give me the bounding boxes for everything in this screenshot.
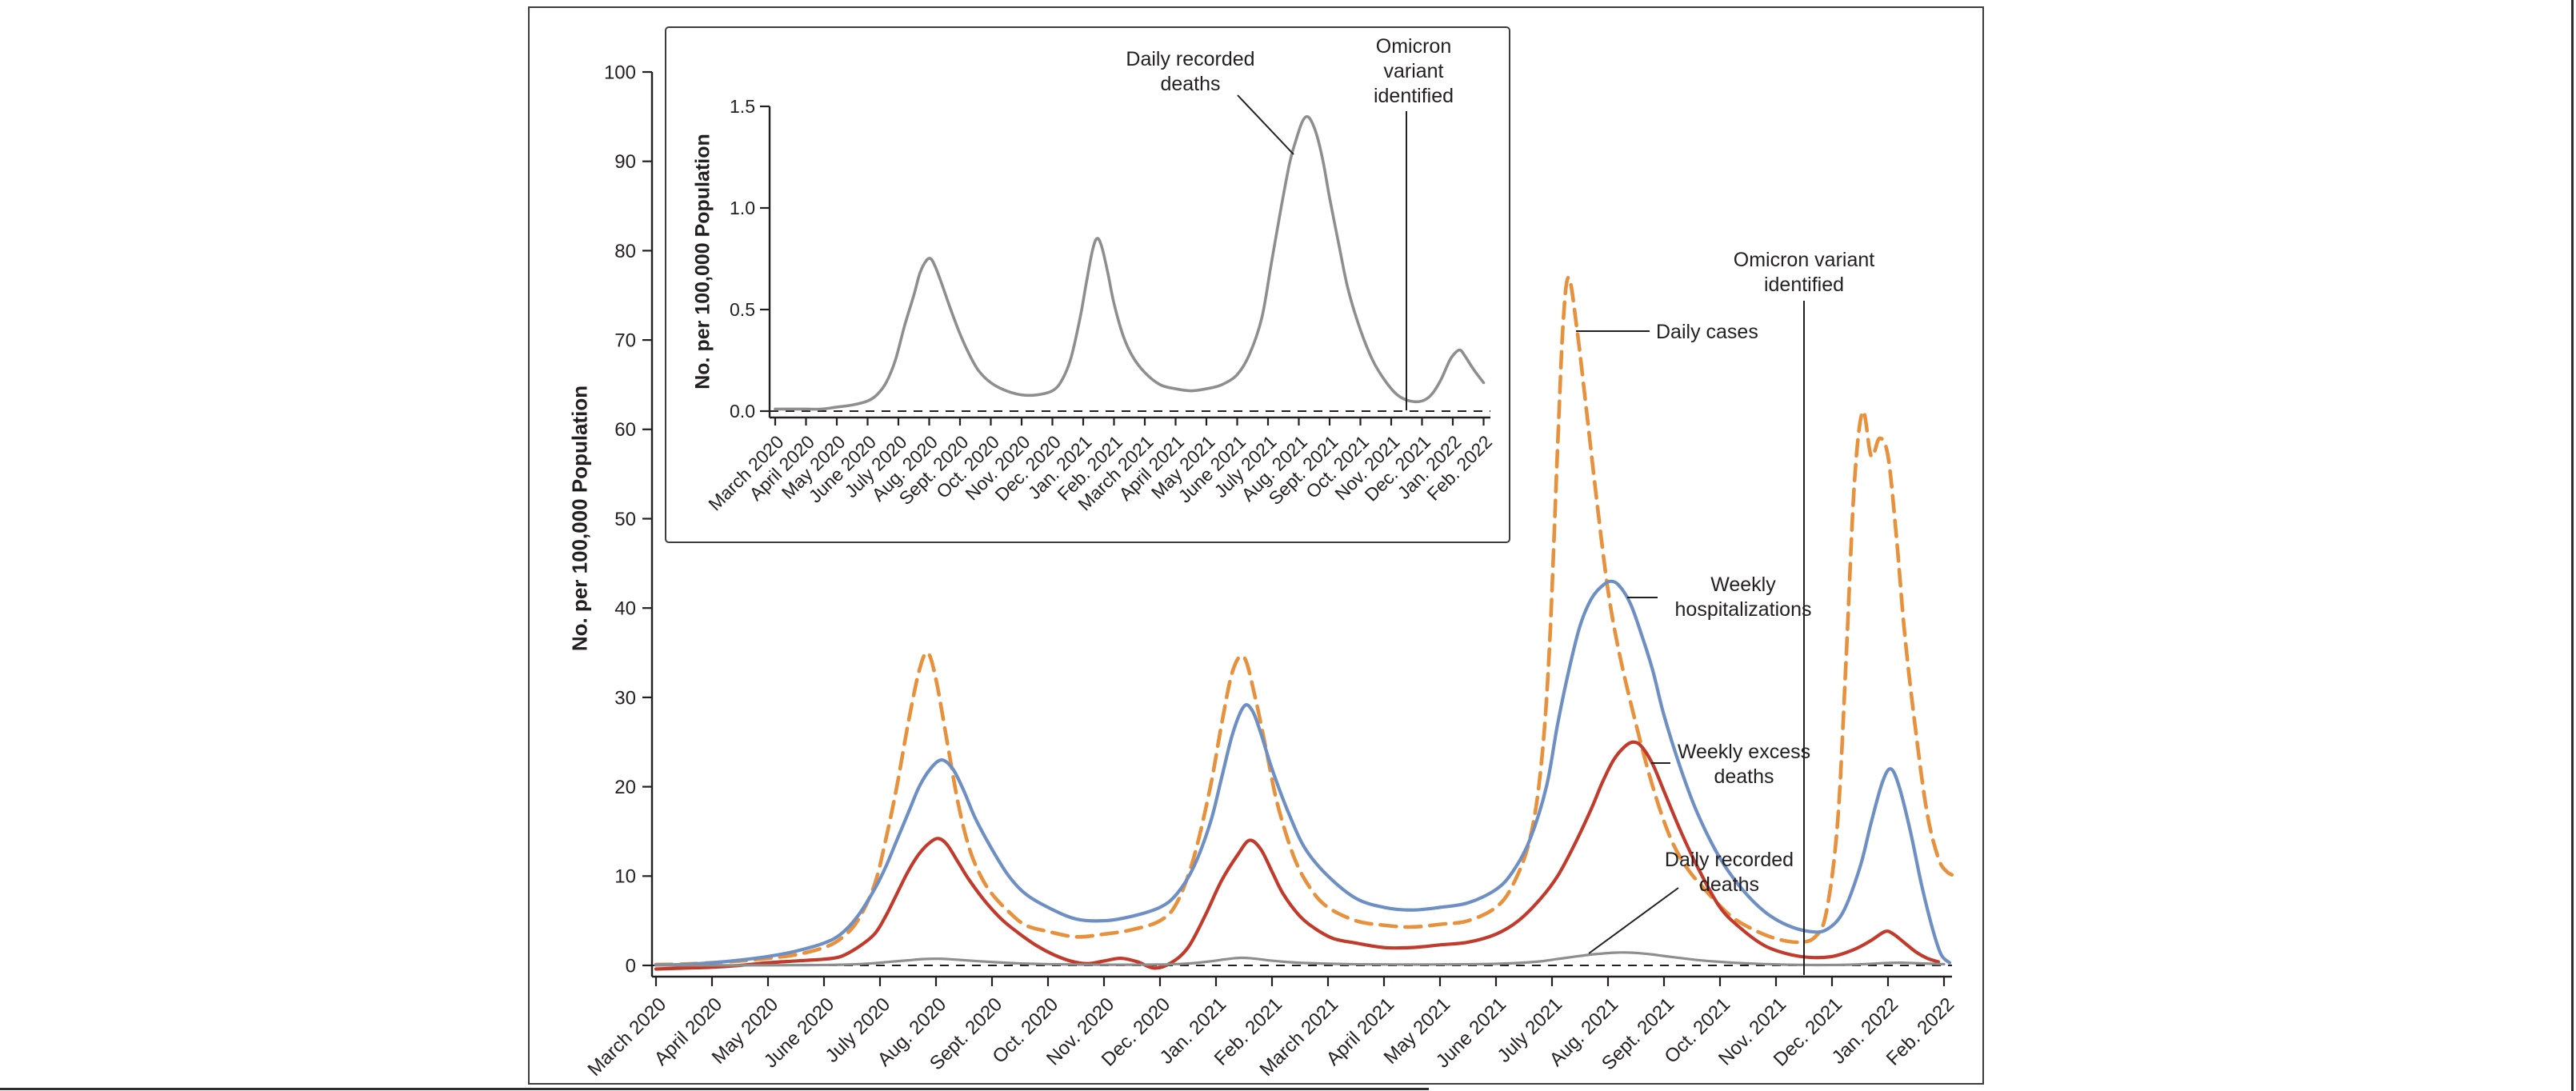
inset-y-axis-label: No. per 100,000 Population [691, 134, 714, 390]
svg-text:0: 0 [626, 955, 636, 977]
svg-text:90: 90 [614, 151, 636, 173]
annotation-omicron-main: Omicron variant identified [1733, 249, 1875, 296]
svg-text:20: 20 [614, 777, 636, 798]
page-edge-line-right [2571, 0, 2574, 1091]
svg-text:1.5: 1.5 [730, 96, 755, 117]
inset-chart-panel: 0.0 0.5 1.0 1.5 March 2020 April 2020 May 2020… [665, 26, 1510, 543]
svg-text:40: 40 [614, 598, 636, 620]
svg-text:1.0: 1.0 [730, 198, 755, 218]
svg-text:70: 70 [614, 330, 636, 352]
annotation-daily-recorded-deaths: Daily recorded deaths [1664, 849, 1794, 896]
main-y-axis-label: No. per 100,000 Population [567, 385, 592, 652]
svg-text:0.5: 0.5 [730, 299, 755, 320]
svg-text:0.0: 0.0 [730, 401, 755, 422]
svg-text:100: 100 [604, 62, 636, 83]
svg-text:60: 60 [614, 419, 636, 441]
svg-text:80: 80 [614, 241, 636, 262]
annotation-daily-cases: Daily cases [1656, 321, 1758, 343]
figure-panel: 0 10 20 30 40 50 60 70 80 90 100 March 2020 April 20… [528, 6, 1984, 1085]
svg-text:50: 50 [614, 509, 636, 530]
inset-annotation-omicron: Omicron variant identified [1373, 35, 1454, 107]
svg-text:30: 30 [614, 687, 636, 709]
svg-text:March 2020: March 2020 [584, 993, 671, 1081]
annotation-weekly-hospitalizations: Weekly hospitalizations [1674, 573, 1812, 621]
inset-annotation-daily-recorded-deaths: Daily recorded deaths [1126, 48, 1255, 95]
annotation-weekly-excess-deaths: Weekly excess deaths [1677, 741, 1811, 788]
svg-text:10: 10 [614, 866, 636, 888]
page-edge-line-bottom [0, 1088, 1429, 1090]
